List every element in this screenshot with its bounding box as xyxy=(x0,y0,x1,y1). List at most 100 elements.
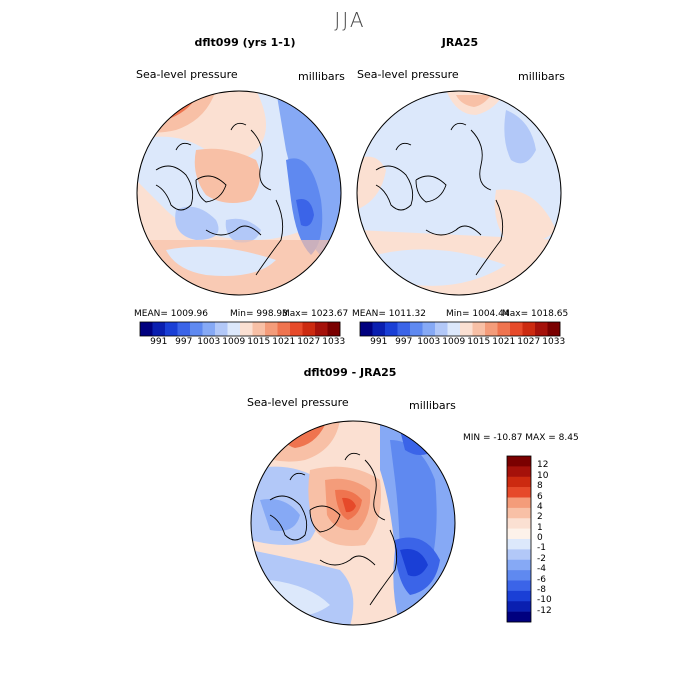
colorbar-cell xyxy=(507,487,531,498)
colorbar-tick-label: -6 xyxy=(537,574,546,585)
colorbar-cell xyxy=(422,322,436,336)
colorbar-tick-label: 1021 xyxy=(492,337,516,347)
colorbar-cell xyxy=(277,322,291,336)
colorbar-cell xyxy=(410,322,423,336)
figure-title: JJA xyxy=(334,8,366,32)
colorbar-tick-label: 0 xyxy=(537,533,543,543)
colorbar-left xyxy=(139,321,341,337)
colorbar-tick-label: 8 xyxy=(537,481,543,492)
colorbar-border xyxy=(359,321,561,337)
colorbar-cell xyxy=(252,322,266,336)
colorbar-tick-label: 1033 xyxy=(542,337,566,347)
colorbar-cell xyxy=(315,322,328,336)
colorbar-cell xyxy=(507,528,531,540)
colorbar-cell xyxy=(240,322,253,336)
colorbar-tick-label: 6 xyxy=(537,491,543,502)
colorbar-tick-label: -4 xyxy=(537,564,546,575)
stats-mean: MEAN= 1011.32 xyxy=(352,309,426,319)
colorbar-tick-label: -1 xyxy=(537,543,546,554)
colorbar-cell xyxy=(485,322,498,336)
colorbar-tick-label: 12 xyxy=(537,460,549,471)
panel-units-label: millibars xyxy=(298,70,345,83)
colorbar-tick-label: -10 xyxy=(537,595,552,606)
colorbar-tick-label: 1027 xyxy=(517,337,541,347)
polar-map-difference xyxy=(250,420,456,626)
stats-mean: MEAN= 1009.96 xyxy=(134,309,208,319)
panel-title-reanalysis: JRA25 xyxy=(441,36,479,49)
colorbar-tick-label: 997 xyxy=(175,337,193,347)
colorbar-cell xyxy=(372,322,386,336)
colorbar-tick-label: 991 xyxy=(370,337,388,347)
panel-title-model: dflt099 (yrs 1-1) xyxy=(194,36,296,49)
colorbar-tick-label: -12 xyxy=(537,605,552,616)
colorbar-cell xyxy=(290,322,303,336)
colorbar-cell xyxy=(507,580,531,592)
colorbar-tick-label: 1003 xyxy=(197,337,221,347)
colorbar-cell xyxy=(397,322,411,336)
stats-min: Min= 998.93 xyxy=(230,309,288,319)
colorbar-border xyxy=(139,321,341,337)
colorbar-cell xyxy=(507,611,531,623)
colorbar-tick-label: 1027 xyxy=(297,337,321,347)
colorbar-border xyxy=(506,455,532,623)
colorbar-cell xyxy=(265,322,278,336)
colorbar-tick-label: 1003 xyxy=(417,337,441,347)
polar-map-model xyxy=(136,90,342,296)
colorbar-cell xyxy=(360,322,373,336)
colorbar-cell xyxy=(472,322,486,336)
colorbar-vertical-ticks: 12 10 8 6 4 2 1 0 -1 -2 -4 -6 -8 -10 -12 xyxy=(537,456,567,622)
colorbar-left-ticks: 991 997 1003 1009 1015 1021 1027 1033 xyxy=(140,337,345,349)
colorbar-cell xyxy=(507,466,531,478)
colorbar-tick-label: 997 xyxy=(395,337,413,347)
colorbar-cell xyxy=(190,322,203,336)
colorbar-cell xyxy=(507,570,531,581)
colorbar-right xyxy=(359,321,561,337)
colorbar-tick-label: 2 xyxy=(537,512,543,523)
panel-units-label: millibars xyxy=(518,70,565,83)
panel-variable-label: Sea-level pressure xyxy=(247,396,349,409)
colorbar-cell xyxy=(152,322,166,336)
stats-min: Min= 1004.44 xyxy=(446,309,510,319)
colorbar-tick-label: -8 xyxy=(537,584,546,595)
colorbar-cell xyxy=(535,322,548,336)
colorbar-tick-label: 1021 xyxy=(272,337,296,347)
colorbar-cell xyxy=(547,322,561,336)
colorbar-cell xyxy=(507,497,531,509)
colorbar-cell xyxy=(227,322,241,336)
colorbar-cell xyxy=(507,456,531,467)
colorbar-cell xyxy=(385,322,398,336)
colorbar-cell xyxy=(507,590,531,602)
colorbar-cell xyxy=(507,518,531,529)
colorbar-cell xyxy=(522,322,536,336)
panel-title-difference: dflt099 - JRA25 xyxy=(303,366,397,379)
colorbar-cell xyxy=(507,559,531,571)
colorbar-tick-label: 1033 xyxy=(322,337,346,347)
colorbar-cell xyxy=(215,322,228,336)
colorbar-tick-label: 1009 xyxy=(442,337,466,347)
colorbar-tick-label: 1 xyxy=(537,522,543,533)
panel-units-label: millibars xyxy=(409,399,456,412)
colorbar-cell xyxy=(327,322,341,336)
colorbar-cell xyxy=(507,539,531,550)
colorbar-tick-label: 1009 xyxy=(222,337,246,347)
colorbar-cell xyxy=(507,507,531,519)
colorbar-tick-label: 1015 xyxy=(467,337,491,347)
colorbar-cell xyxy=(507,601,531,612)
colorbar-cell xyxy=(140,322,153,336)
colorbar-cell xyxy=(302,322,316,336)
colorbar-tick-label: 1015 xyxy=(247,337,271,347)
colorbar-tick-label: -2 xyxy=(537,553,546,564)
minmax-text: MIN = -10.87 MAX = 8.45 xyxy=(463,433,579,443)
panel-variable-label: Sea-level pressure xyxy=(136,68,238,81)
colorbar-cell xyxy=(177,322,191,336)
colorbar-right-ticks: 991 997 1003 1009 1015 1021 1027 1033 xyxy=(360,337,565,349)
colorbar-cell xyxy=(497,322,511,336)
colorbar-cell xyxy=(507,476,531,488)
stats-max: Max= 1023.67 xyxy=(282,309,349,319)
colorbar-cell xyxy=(202,322,216,336)
colorbar-cell xyxy=(460,322,473,336)
colorbar-tick-label: 991 xyxy=(150,337,168,347)
colorbar-cell xyxy=(510,322,523,336)
colorbar-tick-label: 4 xyxy=(537,501,543,512)
stats-max: Max= 1018.65 xyxy=(502,309,569,319)
